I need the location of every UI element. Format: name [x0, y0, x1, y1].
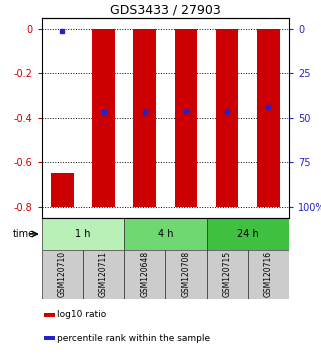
- Text: GSM120711: GSM120711: [99, 251, 108, 297]
- Bar: [206, 218, 289, 250]
- Bar: [42, 250, 83, 299]
- Bar: [165, 250, 206, 299]
- Bar: [257, 29, 280, 207]
- Bar: [216, 29, 239, 207]
- Bar: [124, 218, 206, 250]
- Bar: [206, 250, 248, 299]
- Text: GSM120648: GSM120648: [140, 251, 149, 297]
- Text: time: time: [13, 229, 35, 239]
- Text: log10 ratio: log10 ratio: [57, 310, 106, 319]
- Bar: [92, 29, 115, 207]
- Bar: [44, 336, 55, 340]
- Text: GSM120716: GSM120716: [264, 251, 273, 297]
- Text: 24 h: 24 h: [237, 229, 259, 239]
- Bar: [44, 313, 55, 317]
- Text: GSM120710: GSM120710: [58, 251, 67, 297]
- Bar: [42, 218, 124, 250]
- Bar: [124, 250, 165, 299]
- Title: GDS3433 / 27903: GDS3433 / 27903: [110, 4, 221, 17]
- Text: GSM120708: GSM120708: [181, 251, 190, 297]
- Bar: [51, 173, 74, 207]
- Bar: [83, 250, 124, 299]
- Bar: [175, 29, 197, 207]
- Bar: [134, 29, 156, 207]
- Text: percentile rank within the sample: percentile rank within the sample: [57, 333, 210, 343]
- Text: GSM120715: GSM120715: [222, 251, 232, 297]
- Bar: [248, 250, 289, 299]
- Text: 4 h: 4 h: [158, 229, 173, 239]
- Text: 1 h: 1 h: [75, 229, 91, 239]
